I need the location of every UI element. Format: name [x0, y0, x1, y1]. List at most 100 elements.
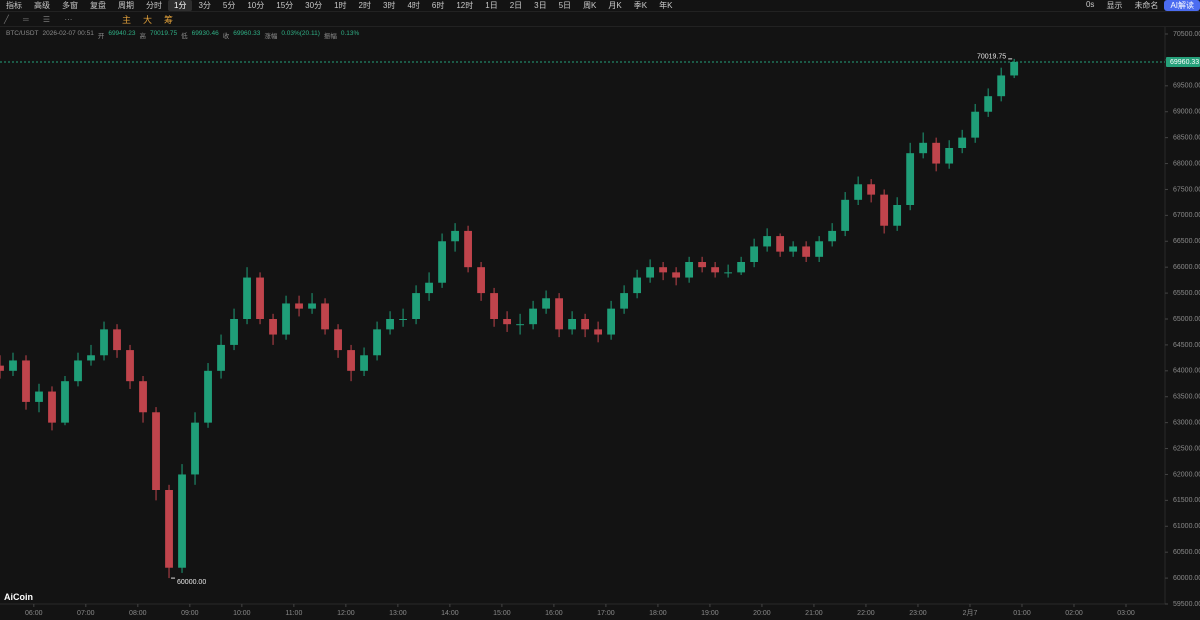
- period-button[interactable]: 季K: [633, 1, 648, 10]
- y-tick-label: 61500.00: [1173, 497, 1200, 504]
- toolbar-button[interactable]: 高级: [34, 1, 50, 10]
- toolbar-button[interactable]: AI解读: [1164, 0, 1200, 11]
- period-button[interactable]: 6时: [431, 1, 445, 10]
- period-button[interactable]: 12时: [456, 1, 474, 10]
- candle-body: [48, 391, 56, 423]
- period-button[interactable]: 2时: [358, 1, 371, 10]
- candle-body: [113, 329, 121, 351]
- toolbar-button[interactable]: 指标: [6, 1, 22, 10]
- y-tick-label: 63500.00: [1173, 394, 1200, 401]
- y-tick-label: 62500.00: [1173, 445, 1200, 452]
- y-tick-label: 60000.00: [1173, 575, 1200, 582]
- candle-body: [22, 360, 30, 402]
- y-tick-label: 64500.00: [1173, 342, 1200, 349]
- period-button[interactable]: 1分: [168, 0, 193, 11]
- field-value: 69930.46: [191, 30, 219, 37]
- toolbar-button[interactable]: 周期: [118, 1, 134, 10]
- x-tick-label: 14:00: [441, 610, 459, 617]
- y-tick-label: 68500.00: [1173, 134, 1200, 141]
- candle-body: [425, 282, 433, 294]
- period-button[interactable]: 年K: [659, 1, 673, 10]
- x-tick-label: 18:00: [649, 610, 667, 617]
- logo: AiCoin: [4, 592, 33, 602]
- candle-body: [347, 350, 355, 371]
- x-tick-label: 01:00: [1013, 610, 1031, 617]
- field-name: 收: [222, 33, 230, 40]
- candle-body: [932, 142, 941, 164]
- candle-body: [334, 329, 342, 351]
- period-button[interactable]: 2日: [509, 1, 523, 10]
- y-tick-label: 63000.00: [1173, 419, 1200, 426]
- indicator-button[interactable]: 大: [143, 14, 153, 25]
- period-button[interactable]: 10分: [247, 1, 265, 10]
- toolbar-button[interactable]: 复盘: [90, 1, 106, 10]
- period-button[interactable]: 30分: [305, 1, 323, 10]
- x-tick-label: 13:00: [389, 610, 407, 617]
- period-button[interactable]: 15分: [276, 1, 294, 10]
- period-button[interactable]: 5分: [222, 1, 236, 10]
- y-tick-label: 61000.00: [1173, 523, 1200, 530]
- period-button[interactable]: 1时: [334, 1, 347, 10]
- period-button[interactable]: 周K: [583, 1, 597, 10]
- annotation-label: 60000.00: [177, 579, 206, 586]
- period-button[interactable]: 3分: [198, 1, 211, 10]
- candle-body: [152, 412, 160, 490]
- period-button[interactable]: 1日: [485, 1, 498, 10]
- field-value: 0.13%: [340, 30, 360, 37]
- period-button[interactable]: 3日: [534, 1, 547, 10]
- candle-body: [477, 267, 485, 294]
- y-tick-label: 65500.00: [1173, 290, 1200, 297]
- candle-body: [789, 246, 798, 252]
- candle-body: [542, 298, 550, 309]
- period-button[interactable]: 3时: [382, 1, 396, 10]
- y-tick-label: 68000.00: [1173, 160, 1200, 167]
- candle-body: [620, 293, 629, 309]
- toolbar: 指标 高级 多窗 复盘 周期 分时 1分 3分 5分 10分 15分 30分 1时 2时 3时 4时 6时 12时…: [0, 0, 1200, 12]
- candle-body: [438, 241, 446, 283]
- y-tick-label: 67000.00: [1173, 212, 1200, 219]
- y-tick-label: 69500.00: [1173, 83, 1200, 90]
- candle-body: [893, 205, 902, 226]
- x-tick-label: 02:00: [1065, 610, 1083, 617]
- toolbar-button[interactable]: 未命名: [1134, 1, 1159, 10]
- period-button[interactable]: 分时: [146, 1, 162, 10]
- x-tick-label: 10:00: [233, 610, 251, 617]
- period-button[interactable]: 5日: [558, 1, 572, 10]
- candle-body: [386, 319, 394, 330]
- field-name: 低: [181, 33, 188, 40]
- x-tick-label: 15:00: [493, 610, 511, 617]
- candle-body: [958, 137, 967, 148]
- candle-body: [87, 355, 95, 361]
- indicator-button[interactable]: 筹: [164, 14, 174, 25]
- candle-body: [633, 277, 642, 294]
- symbol: BTC/USDT: [6, 30, 39, 37]
- x-tick-label: 11:00: [285, 610, 302, 617]
- candle-body: [35, 391, 43, 402]
- y-tick-label: 62000.00: [1173, 471, 1200, 478]
- candle-body: [269, 319, 277, 335]
- indicator-button[interactable]: 主: [122, 14, 132, 25]
- x-tick-label: 16:00: [545, 610, 563, 617]
- x-tick-label: 21:00: [805, 610, 823, 617]
- x-tick-label: 22:00: [857, 610, 875, 617]
- toolbar-button[interactable]: 多窗: [62, 1, 78, 10]
- time: 2026-02-07 00:51: [42, 30, 94, 37]
- field-name: 开: [97, 33, 105, 40]
- candle-body: [828, 230, 837, 242]
- candle-body: [61, 381, 69, 423]
- period-button[interactable]: 4时: [407, 1, 420, 10]
- period-button[interactable]: 月K: [608, 1, 622, 10]
- candle-body: [503, 319, 511, 325]
- toolbar-button[interactable]: 0s: [1085, 0, 1095, 9]
- candle-body: [750, 246, 759, 262]
- candle-body: [919, 142, 928, 154]
- toolbar-button[interactable]: 显示: [1106, 1, 1123, 10]
- candle-body: [906, 153, 915, 205]
- field-value: 69960.33: [233, 30, 261, 37]
- toolbar-right: 0s 显示 未命名 AI解读: [1080, 0, 1200, 11]
- field-value: 69940.23: [108, 30, 136, 37]
- candle-body: [659, 267, 668, 273]
- candle-body: [568, 319, 576, 330]
- y-tick-label: 67500.00: [1173, 186, 1200, 193]
- candle-body: [256, 277, 264, 319]
